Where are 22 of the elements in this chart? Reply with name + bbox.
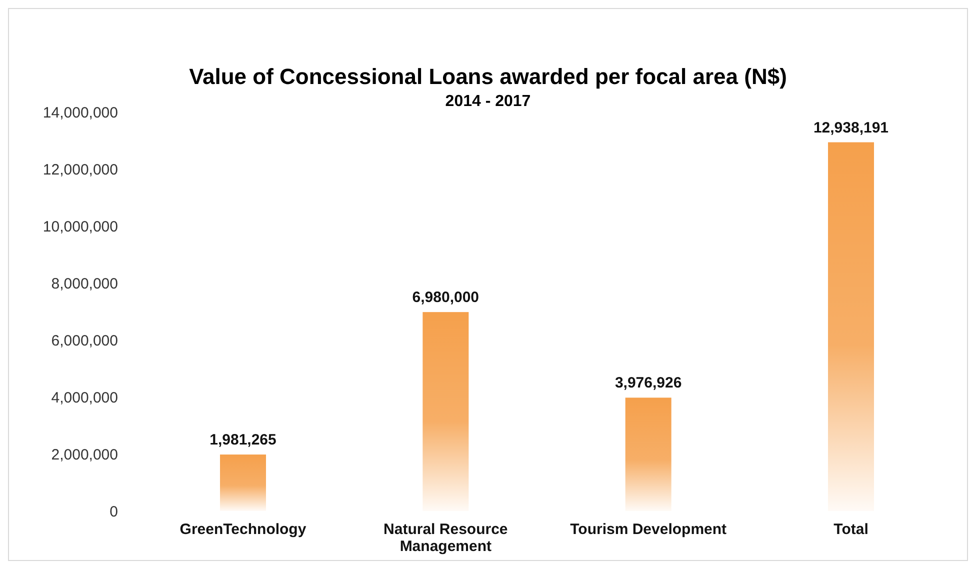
bar [422,312,469,511]
y-tick-label: 12,000,000 [42,161,118,178]
y-tick-label: 6,000,000 [51,332,118,350]
y-tick-label: 0 [110,503,118,520]
x-tick-label: Tourism Development [570,521,727,538]
bar [220,454,266,511]
y-tick-label: 4,000,000 [51,389,118,406]
data-label: 6,980,000 [412,289,480,306]
y-tick-label: 10,000,000 [42,218,118,236]
bar [625,398,672,511]
y-tick-label: 8,000,000 [51,275,118,292]
data-label: 1,981,265 [210,432,276,449]
x-tick-label: Natural Resource Management [384,521,508,555]
y-tick-label: 2,000,000 [51,446,118,464]
y-tick-label: 14,000,000 [42,104,118,122]
x-tick-label: GreenTechnology [180,521,307,538]
x-tick-label: Total [834,521,868,538]
data-label: 3,976,926 [614,374,682,392]
bar [828,142,874,511]
chart-title: Value of Concessional Loans awarded per focal area (N$) [189,64,787,89]
chart-subtitle: 2014 - 2017 [445,93,531,110]
data-label: 12,938,191 [813,119,889,136]
